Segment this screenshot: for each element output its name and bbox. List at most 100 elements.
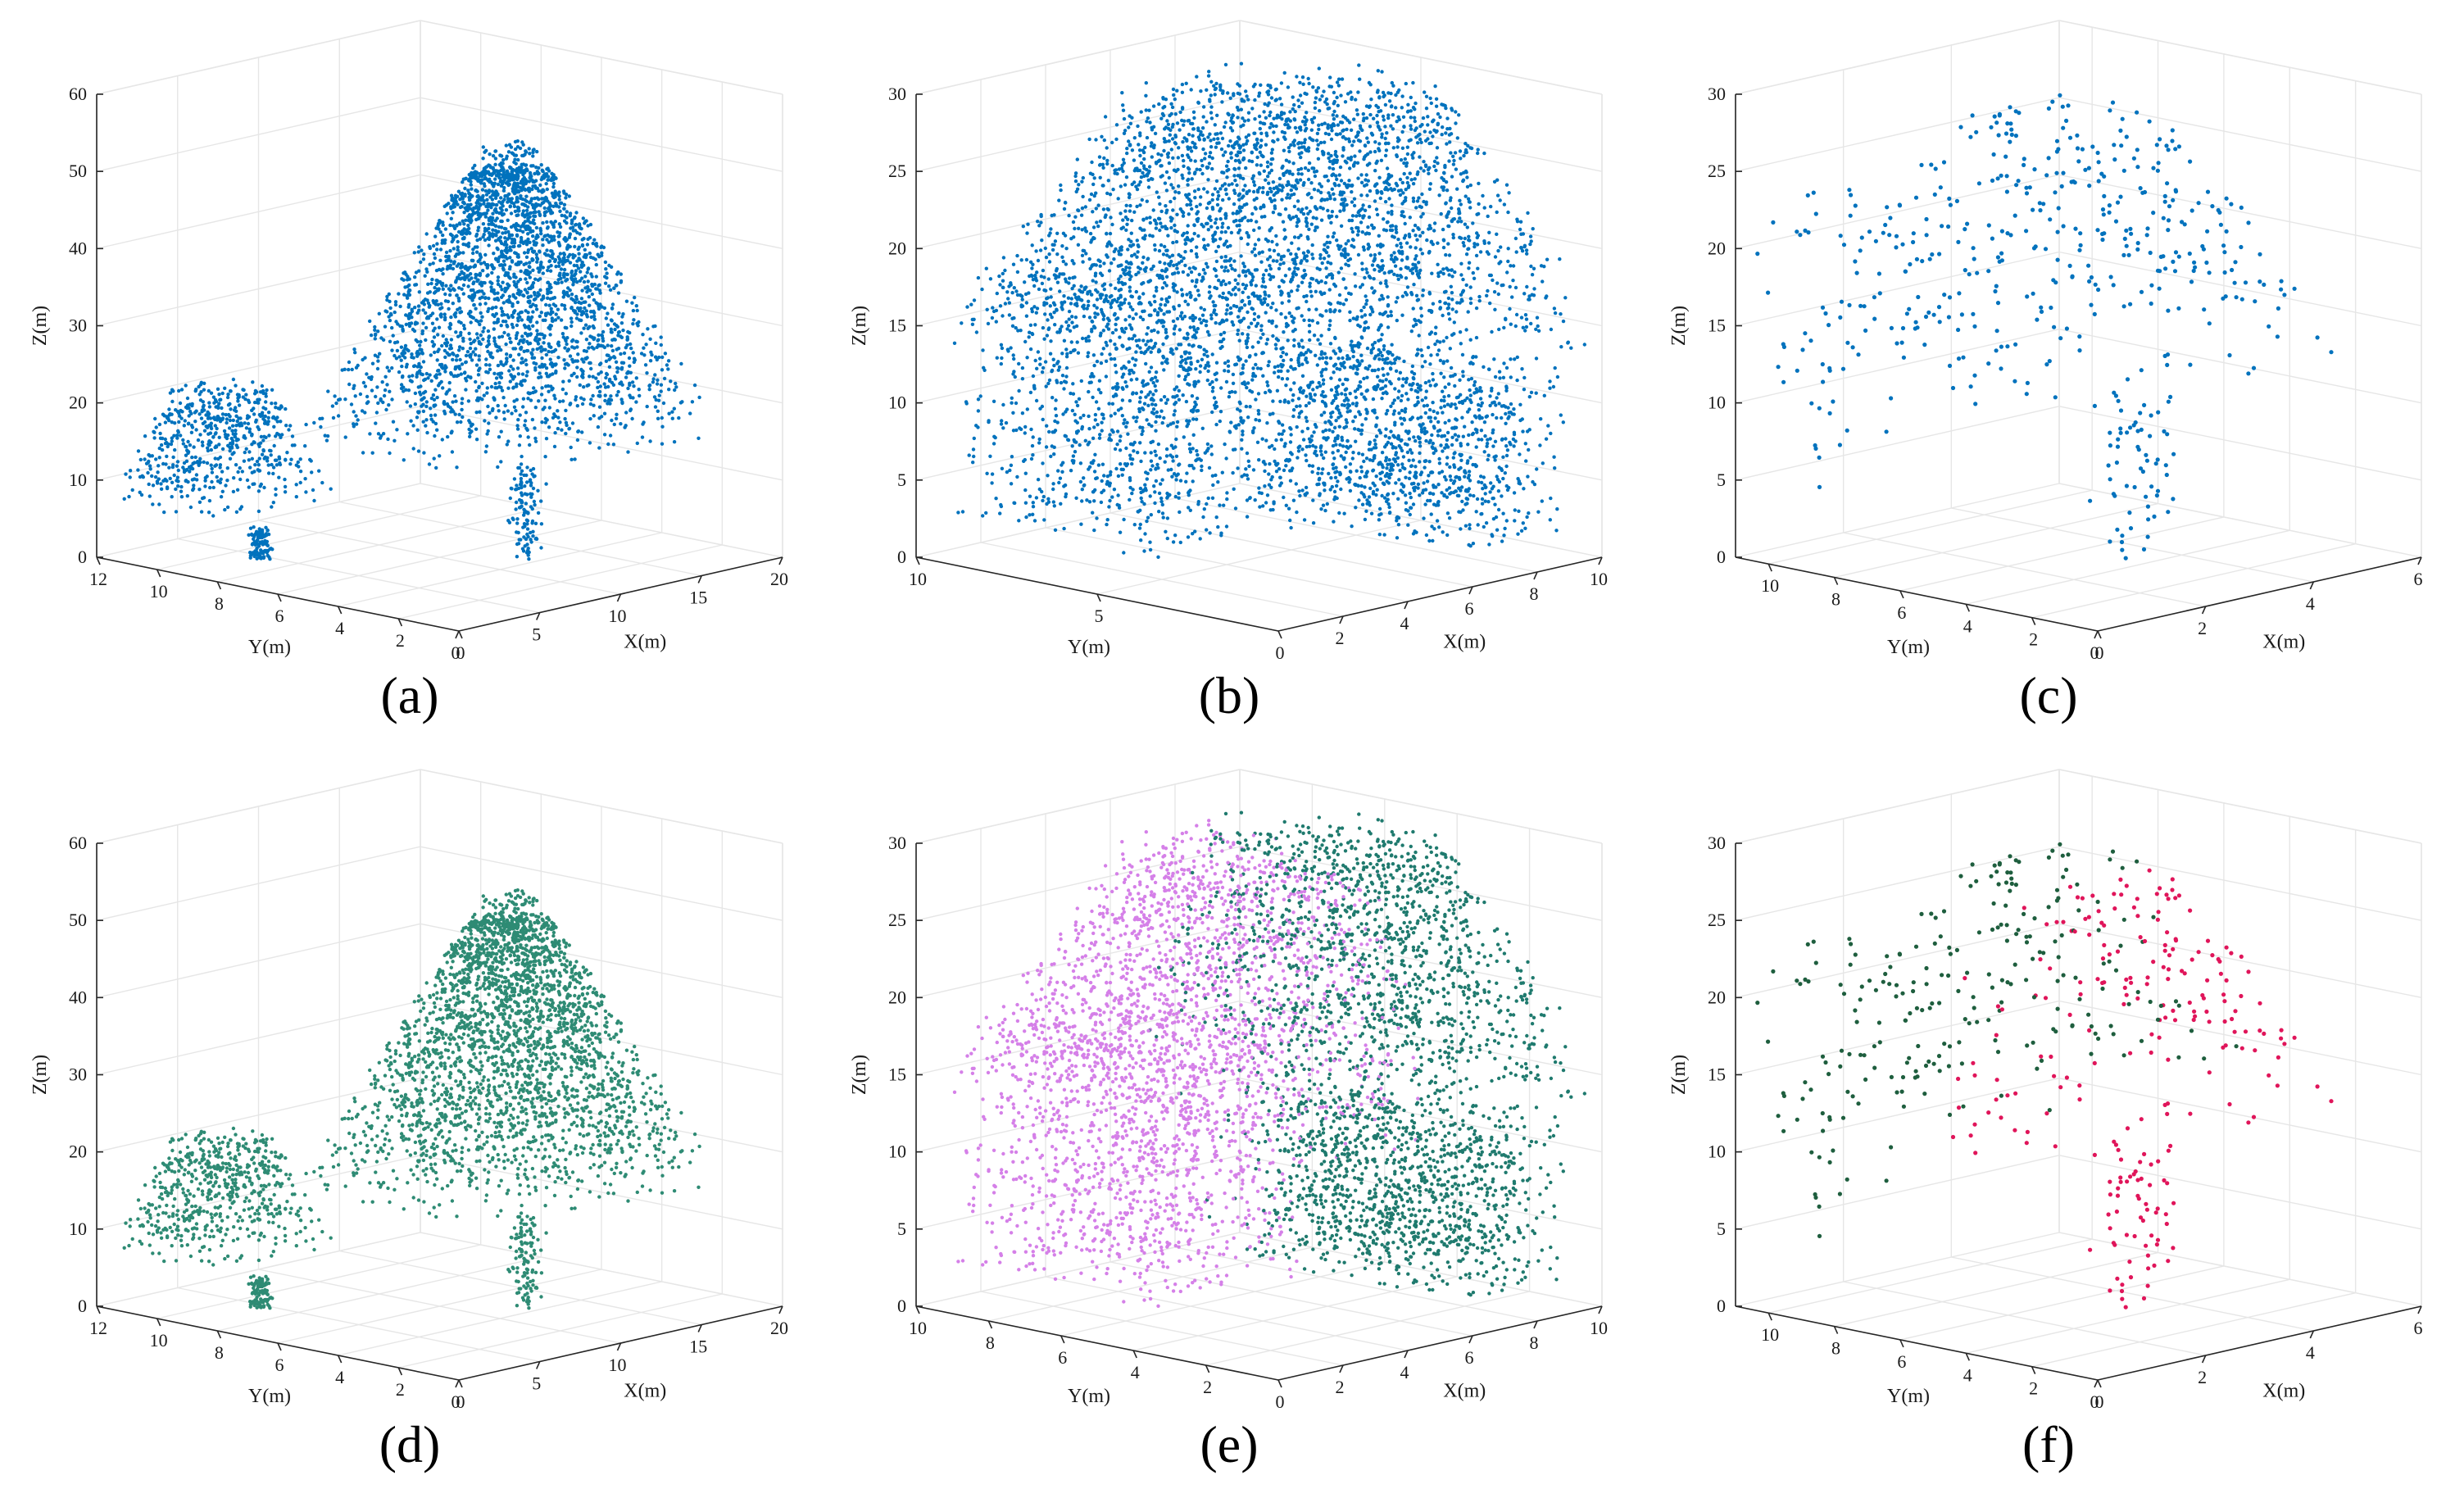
data-point [452, 247, 456, 251]
data-point [209, 391, 214, 395]
data-point [563, 416, 567, 421]
data-point [1427, 474, 1431, 478]
data-point [154, 457, 158, 461]
data-point [1223, 120, 1227, 125]
data-point [557, 264, 561, 268]
data-point [475, 290, 480, 294]
data-point [1314, 96, 1318, 100]
data-point [424, 232, 429, 236]
data-point [397, 292, 401, 296]
data-point [203, 479, 207, 483]
data-point [574, 211, 579, 215]
data-point [568, 244, 572, 249]
data-point [1411, 458, 1415, 462]
data-point [587, 295, 591, 299]
data-point [182, 468, 187, 472]
data-point [448, 343, 453, 347]
data-point [437, 267, 442, 272]
data-point [562, 267, 567, 272]
z-tick-label: 0 [78, 547, 87, 567]
data-point [667, 388, 671, 392]
data-point [511, 184, 515, 188]
data-point [601, 329, 606, 334]
data-point [414, 283, 419, 287]
data-point [258, 441, 263, 445]
data-point [436, 302, 440, 306]
data-point [513, 209, 518, 214]
data-point [502, 330, 506, 335]
data-point [417, 290, 421, 294]
data-point [420, 397, 424, 401]
data-point [454, 358, 459, 362]
data-point [487, 226, 491, 231]
data-point [524, 167, 529, 171]
data-point [1183, 299, 1187, 303]
data-point [465, 228, 469, 232]
data-point [1336, 356, 1341, 361]
data-point [620, 383, 624, 387]
data-point [492, 202, 496, 207]
data-point [290, 443, 295, 447]
data-point [1261, 276, 1265, 281]
data-point [203, 484, 207, 488]
data-point [354, 414, 358, 418]
data-point [583, 286, 588, 290]
data-point [616, 366, 620, 370]
data-point [588, 222, 593, 227]
data-point [1524, 317, 1529, 321]
data-point [518, 315, 522, 320]
data-point [1378, 281, 1383, 285]
data-point [330, 404, 335, 408]
data-point [529, 468, 533, 473]
data-point [1446, 302, 1451, 306]
data-point [669, 379, 673, 384]
data-point [1344, 418, 1348, 422]
data-point [1164, 529, 1168, 533]
data-point [1251, 468, 1256, 472]
data-point [530, 472, 534, 476]
data-point [1353, 284, 1358, 288]
data-point [252, 482, 256, 486]
data-point [1223, 266, 1227, 270]
data-point [202, 460, 206, 465]
data-point [480, 173, 485, 177]
data-point [1344, 262, 1348, 266]
data-point [231, 438, 235, 443]
data-point [1053, 323, 1057, 327]
data-point [490, 270, 494, 275]
data-point [153, 474, 158, 479]
data-point [1384, 456, 1389, 460]
data-point [430, 339, 434, 344]
data-point [218, 465, 222, 470]
data-point [502, 185, 506, 190]
data-point [519, 479, 524, 483]
data-point [1051, 500, 1055, 504]
data-point [651, 377, 656, 381]
data-point [478, 237, 483, 241]
data-point [1143, 451, 1147, 455]
data-point [1501, 476, 1505, 481]
data-point [1409, 95, 1413, 100]
data-point [1488, 490, 1492, 494]
data-point [261, 532, 265, 537]
data-point [1304, 351, 1309, 355]
data-point [612, 286, 616, 290]
data-point [1105, 518, 1109, 522]
data-point [454, 279, 458, 283]
z-tick-label: 10 [69, 470, 87, 490]
data-point [265, 553, 270, 558]
data-point [672, 406, 676, 411]
data-point [1314, 353, 1318, 357]
data-point [508, 496, 512, 501]
data-point [1398, 469, 1402, 473]
data-point [1089, 192, 1094, 197]
data-point [503, 194, 507, 198]
data-point [361, 380, 366, 385]
data-point [461, 339, 465, 343]
data-point [417, 269, 421, 273]
data-point [1404, 501, 1409, 505]
data-point [494, 344, 498, 348]
data-point [1425, 403, 1429, 407]
data-point [1114, 137, 1119, 142]
data-point [1404, 164, 1409, 168]
